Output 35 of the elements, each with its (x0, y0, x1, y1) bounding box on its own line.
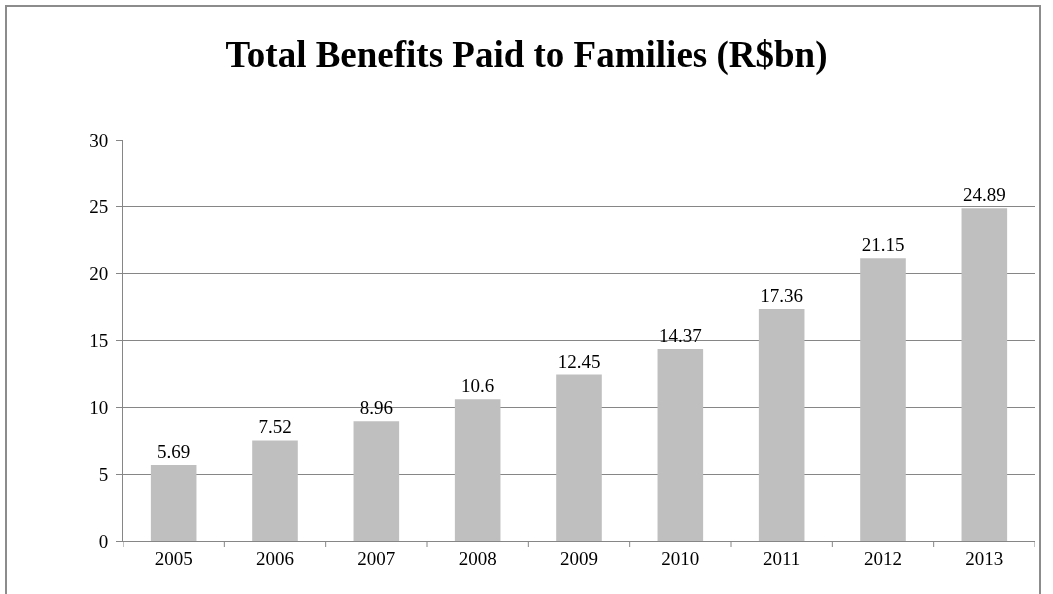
x-tick-label: 2005 (154, 547, 193, 569)
data-label: 21.15 (861, 234, 905, 256)
chart-title: Total Benefits Paid to Families (R$bn) (225, 34, 828, 77)
bar (961, 208, 1008, 541)
bar (556, 374, 602, 541)
y-tick-label: 0 (98, 530, 109, 552)
x-tick-label: 2008 (458, 547, 497, 569)
bar (860, 258, 906, 541)
bar (657, 348, 704, 541)
x-tick-label: 2013 (965, 547, 1004, 569)
data-label: 24.89 (962, 184, 1006, 206)
x-tick-label: 2009 (560, 547, 598, 569)
data-label: 14.37 (658, 324, 702, 346)
bar (252, 440, 298, 541)
data-label: 10.6 (461, 375, 495, 397)
data-label: 8.96 (359, 397, 393, 419)
y-tick-label: 30 (89, 129, 109, 151)
x-tick-label: 2006 (256, 547, 294, 569)
y-tick-label: 25 (89, 196, 109, 218)
data-label: 12.45 (557, 350, 601, 372)
y-tick-label: 5 (98, 463, 109, 485)
bar (353, 421, 400, 541)
bar (758, 308, 805, 541)
data-label: 5.69 (157, 440, 191, 462)
data-label: 17.36 (760, 284, 804, 306)
bar (150, 464, 197, 541)
x-tick-label: 2011 (763, 547, 801, 569)
y-tick-label: 20 (89, 263, 109, 285)
y-tick-label: 15 (89, 330, 109, 352)
y-tick-label: 10 (89, 396, 109, 418)
x-tick-label: 2010 (661, 547, 700, 569)
data-label: 7.52 (258, 416, 292, 438)
bar (454, 399, 501, 541)
x-tick-label: 2007 (357, 547, 396, 569)
x-tick-label: 2012 (864, 547, 902, 569)
